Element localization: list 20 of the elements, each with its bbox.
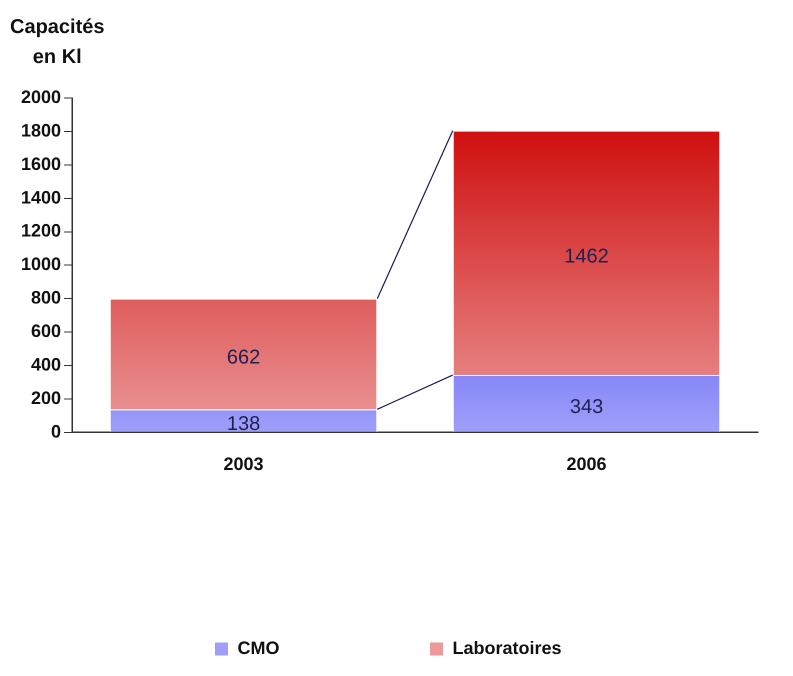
y-tick-label: 2000 [20,86,62,107]
x-tick-label: 2006 [566,454,607,474]
y-tick-label: 200 [30,388,62,408]
y-tick-label: 1600 [20,154,62,174]
y-tick-label: 1800 [20,120,62,140]
y-axis-title: Capacités en Kl [10,15,104,70]
y-tick-label: 0 [51,421,62,442]
legend-label: Laboratoires [452,638,562,658]
x-tick-label: 2003 [224,454,264,474]
data-label: 662 [226,346,260,368]
legend-label: CMO [237,638,280,658]
data-label: 138 [226,413,260,436]
y-tick-label: 1000 [20,254,62,274]
data-label: 343 [570,396,604,418]
y-tick-label: 400 [30,354,62,374]
y-tick-label: 800 [30,288,62,308]
data-label: 1462 [564,245,609,268]
y-tick-label: 1400 [20,187,62,208]
y-tick-label: 600 [30,321,62,342]
y-tick-label: 1200 [20,220,62,241]
